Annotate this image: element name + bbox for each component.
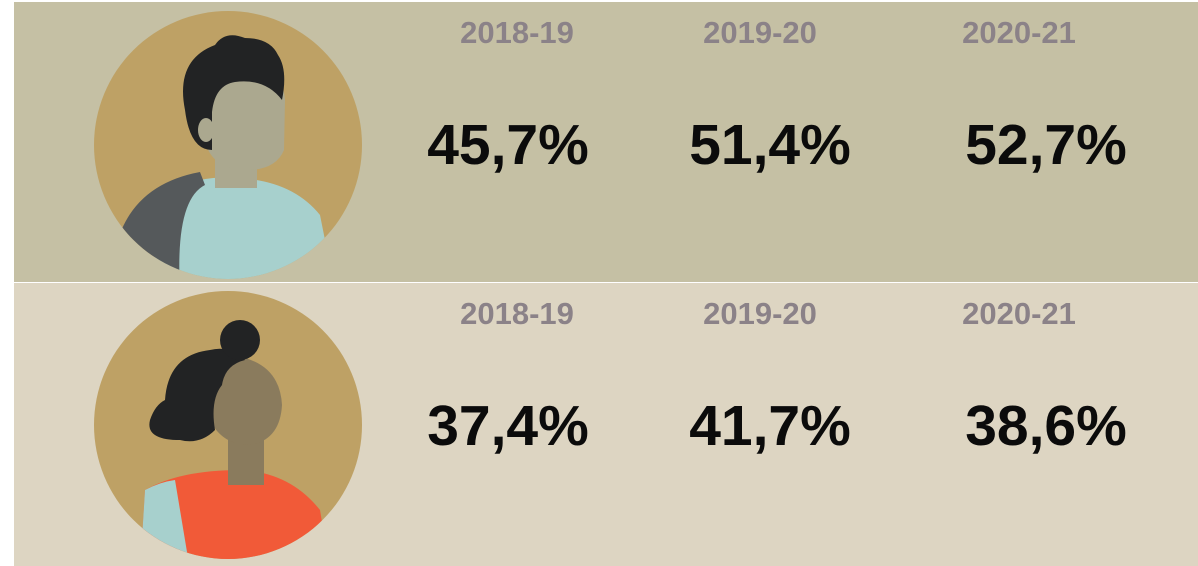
period-label: 2018-19 — [460, 15, 574, 50]
period-label: 2018-19 — [460, 296, 574, 331]
percentage: 37,4% — [427, 394, 589, 458]
percentage: 52,7% — [965, 113, 1127, 177]
female-avatar — [94, 291, 362, 559]
percentage: 45,7% — [427, 113, 589, 177]
percentage: 51,4% — [689, 113, 851, 177]
period-label: 2020-21 — [962, 15, 1076, 50]
period-label: 2020-21 — [962, 296, 1076, 331]
percentage: 41,7% — [689, 394, 851, 458]
period-label: 2019-20 — [703, 296, 817, 331]
percentage: 38,6% — [965, 394, 1127, 458]
period-label: 2019-20 — [703, 15, 817, 50]
